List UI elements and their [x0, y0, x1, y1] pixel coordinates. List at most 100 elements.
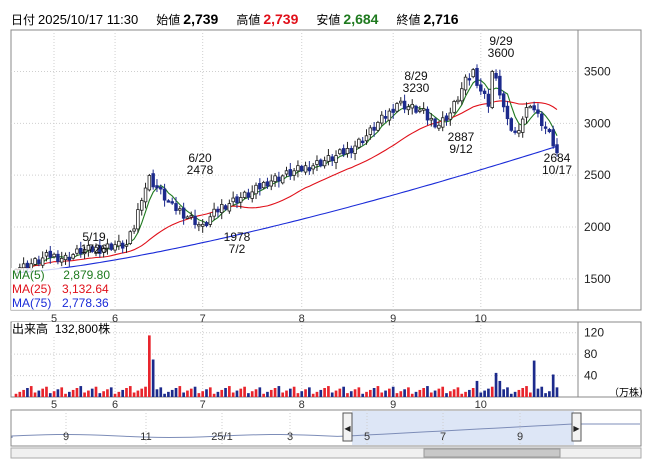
volume-bar — [277, 386, 281, 397]
candle-body — [330, 156, 334, 162]
scrollbar-thumb[interactable] — [423, 448, 561, 458]
volume-bar — [33, 392, 37, 397]
volume-bar — [216, 391, 220, 397]
candle-body — [536, 109, 540, 114]
candle-body — [94, 246, 98, 254]
candle-body — [273, 175, 277, 182]
annotation-price: 1726 — [81, 242, 108, 256]
candle-body — [174, 203, 178, 211]
candle-body — [532, 105, 536, 111]
volume-bar — [361, 393, 365, 397]
candle-body — [364, 135, 369, 142]
candle-body — [132, 228, 136, 232]
navigator-label: 3 — [287, 431, 293, 443]
volume-bar — [315, 391, 319, 397]
candle-body — [296, 165, 300, 172]
annotation-date: 7/2 — [229, 242, 246, 256]
candle-body — [44, 252, 49, 257]
volume-bar — [555, 387, 559, 397]
volume-bar — [437, 388, 441, 397]
volume-bar — [319, 389, 323, 397]
candle-body — [197, 224, 201, 227]
volume-bar — [460, 393, 464, 397]
price-tick-label: 2000 — [584, 220, 611, 234]
candle-body — [372, 126, 376, 131]
scrollbar-track — [10, 447, 642, 459]
candle-body — [368, 127, 373, 135]
candle-body — [193, 215, 197, 225]
candle-body — [155, 185, 159, 189]
candle-body — [147, 175, 152, 191]
close-value: 2,716 — [423, 11, 459, 27]
ma75-label: MA(75) — [12, 296, 52, 310]
volume-bar — [201, 391, 205, 397]
volume-bar — [18, 391, 22, 397]
volume-bar — [536, 388, 540, 397]
volume-bar — [220, 389, 224, 397]
volume-bar — [448, 391, 452, 397]
volume-bar — [391, 386, 395, 397]
volume-bar — [148, 335, 151, 397]
volume-bar — [182, 392, 185, 397]
volume-bar — [342, 386, 345, 397]
annotation-date: 9/12 — [449, 142, 473, 156]
month-tick-label: 7 — [200, 313, 206, 325]
candle-body — [433, 118, 437, 128]
volume-bar — [509, 393, 513, 397]
month-tick-label: 5 — [51, 313, 57, 325]
candle-body — [315, 160, 319, 165]
navigator-left-handle-icon: ◀ — [344, 424, 351, 433]
candle-body — [280, 175, 285, 184]
volume-bar — [376, 386, 380, 397]
navigator-line — [11, 423, 640, 439]
candle-body — [494, 72, 498, 79]
month-tick-label: 8 — [299, 313, 305, 325]
candle-body — [86, 244, 91, 251]
volume-bar — [163, 393, 166, 397]
ma5-line — [15, 79, 558, 271]
volume-bar — [258, 387, 262, 397]
candle-body — [509, 118, 514, 131]
volume-bar — [334, 390, 338, 397]
candle-body — [421, 108, 426, 111]
candle-body — [387, 110, 392, 121]
candle-body — [52, 253, 56, 258]
candle-body — [75, 248, 79, 254]
volume-bar — [346, 393, 349, 397]
volume-label: 出来高 — [12, 322, 49, 336]
candle-body — [551, 129, 555, 147]
volume-bar — [452, 389, 456, 397]
navigator-label: 5 — [364, 431, 370, 443]
volume-bar — [464, 391, 467, 397]
ma75-legend: MA(75) 2,778.36 — [11, 296, 110, 310]
volume-bar — [102, 391, 105, 397]
volume-bar — [144, 386, 147, 397]
candle-body — [345, 148, 350, 155]
annotation-date: 8/29 — [404, 69, 428, 83]
candle-body — [414, 105, 418, 113]
candle-body — [40, 257, 45, 266]
candle-body — [200, 223, 205, 227]
navigator-right-handle[interactable] — [571, 412, 582, 442]
candle-body — [460, 88, 464, 102]
candle-body — [117, 240, 121, 247]
ohlc-header: 日付 2025/10/17 11:30 始値 2,739 高値 2,739 安値… — [11, 9, 477, 29]
volume-bar — [121, 389, 125, 397]
candle-body — [235, 196, 239, 204]
close-label: 終値 — [396, 12, 421, 27]
candle-body — [326, 155, 331, 162]
volume-bar — [288, 388, 292, 397]
candle-body — [269, 180, 273, 187]
volume-bar — [418, 389, 422, 397]
ma25-line — [15, 100, 558, 271]
volume-bar — [551, 374, 555, 397]
candle-body — [48, 250, 53, 258]
navigator-left-handle[interactable] — [342, 412, 353, 442]
volume-bar — [494, 372, 498, 397]
volume-bar — [407, 387, 410, 397]
candle-body — [288, 169, 293, 177]
month-tick-label-volume: 10 — [475, 399, 487, 411]
volume-bar — [151, 359, 155, 397]
volume-bar — [193, 386, 197, 397]
volume-bar — [273, 388, 277, 397]
